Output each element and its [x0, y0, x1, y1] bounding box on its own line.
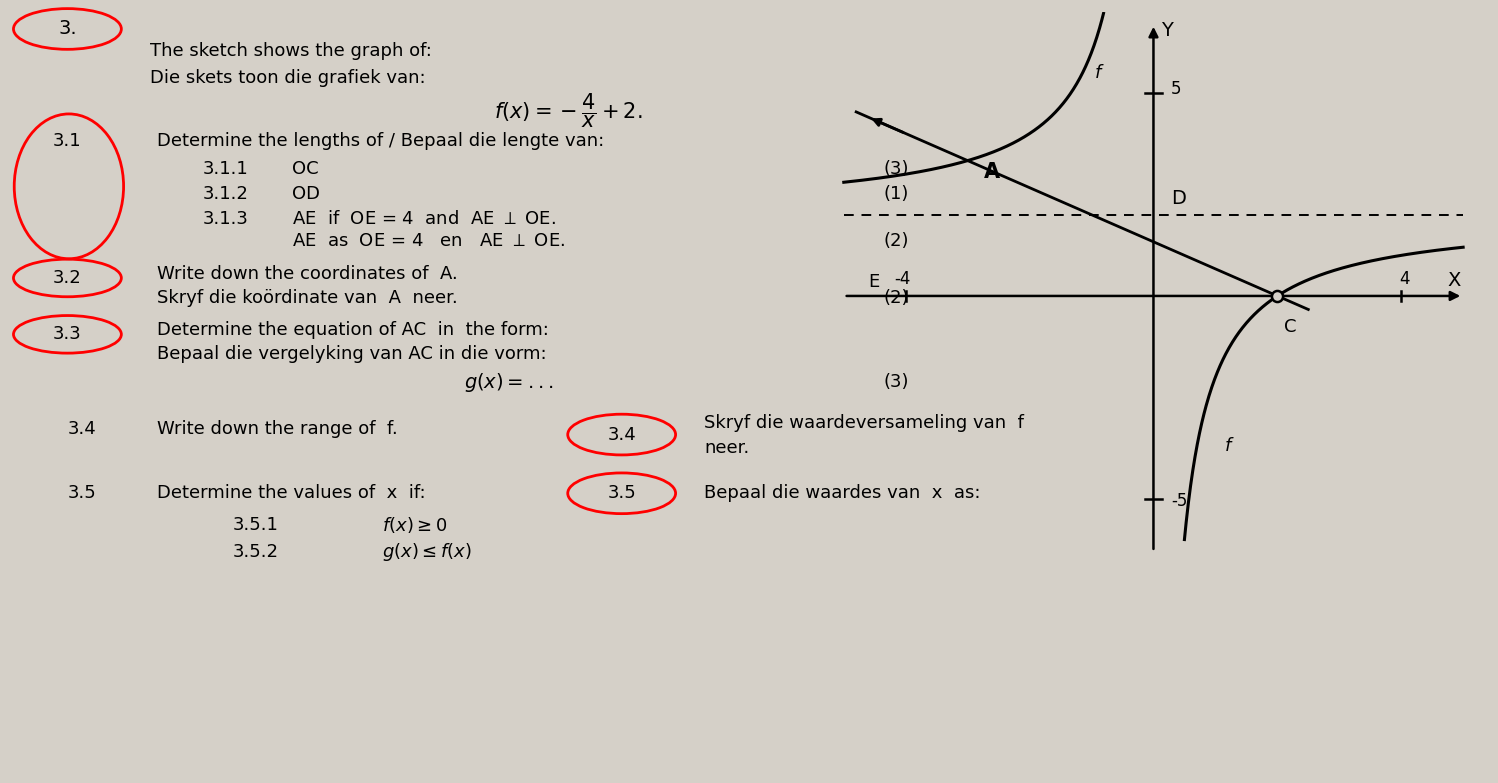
Text: $f(x) = -\dfrac{4}{x} + 2.$: $f(x) = -\dfrac{4}{x} + 2.$ — [494, 92, 643, 131]
Text: AE  as  OE = 4   en   AE $\perp$ OE.: AE as OE = 4 en AE $\perp$ OE. — [292, 233, 565, 250]
Text: Bepaal die waardes van  x  as:: Bepaal die waardes van x as: — [704, 485, 981, 502]
Text: 3.5: 3.5 — [67, 485, 96, 502]
Text: Write down the coordinates of  A.: Write down the coordinates of A. — [157, 265, 458, 283]
Text: 3.1.2: 3.1.2 — [202, 186, 249, 203]
Text: (1): (1) — [884, 186, 909, 203]
Text: 3.4: 3.4 — [67, 420, 96, 438]
Text: 3.1.1: 3.1.1 — [202, 161, 249, 178]
Text: D: D — [1171, 189, 1186, 208]
Text: 3.4: 3.4 — [607, 426, 637, 443]
Text: $g(x) = ...$: $g(x) = ...$ — [464, 370, 554, 394]
Text: Skryf die waardeversameling van  f: Skryf die waardeversameling van f — [704, 414, 1025, 431]
Text: (2): (2) — [884, 289, 909, 306]
Text: Write down the range of  f.: Write down the range of f. — [157, 420, 398, 438]
Text: $g(x) \leq f(x)$: $g(x) \leq f(x)$ — [382, 541, 472, 563]
Text: The sketch shows the graph of:: The sketch shows the graph of: — [150, 42, 431, 60]
Text: Skryf die koördinate van  A  neer.: Skryf die koördinate van A neer. — [157, 289, 458, 306]
Text: neer.: neer. — [704, 439, 749, 456]
Text: -5: -5 — [1171, 492, 1188, 510]
Text: X: X — [1447, 271, 1461, 290]
Text: 3.: 3. — [58, 20, 76, 38]
Text: 3.1: 3.1 — [52, 132, 82, 150]
Text: Y: Y — [1161, 20, 1173, 39]
Text: (3): (3) — [884, 161, 909, 178]
Text: Die skets toon die grafiek van:: Die skets toon die grafiek van: — [150, 70, 425, 87]
Text: 4: 4 — [1399, 270, 1410, 288]
Text: OC: OC — [292, 161, 319, 178]
Text: (3): (3) — [884, 373, 909, 391]
Text: Bepaal die vergelyking van AC in die vorm:: Bepaal die vergelyking van AC in die vor… — [157, 345, 547, 363]
Text: 3.1.3: 3.1.3 — [202, 211, 249, 228]
Text: $f(x) \geq 0$: $f(x) \geq 0$ — [382, 514, 448, 535]
Text: Determine the lengths of / Bepaal die lengte van:: Determine the lengths of / Bepaal die le… — [157, 132, 605, 150]
Text: A: A — [984, 162, 1001, 182]
Text: 5: 5 — [1171, 80, 1182, 98]
Text: Determine the values of  x  if:: Determine the values of x if: — [157, 485, 425, 502]
Text: 3.2: 3.2 — [52, 269, 82, 287]
Text: E: E — [869, 272, 879, 290]
Text: f: f — [1095, 63, 1101, 81]
Text: Determine the equation of AC  in  the form:: Determine the equation of AC in the form… — [157, 322, 550, 339]
Text: 3.5.1: 3.5.1 — [232, 516, 279, 533]
Text: (2): (2) — [884, 233, 909, 250]
Text: C: C — [1284, 318, 1296, 336]
Text: AE  if  OE = 4  and  AE $\perp$ OE.: AE if OE = 4 and AE $\perp$ OE. — [292, 211, 556, 228]
Text: -4: -4 — [894, 270, 911, 288]
Text: f: f — [1224, 437, 1231, 455]
Text: OD: OD — [292, 186, 321, 203]
Text: 3.5.2: 3.5.2 — [232, 543, 279, 561]
Text: 3.3: 3.3 — [52, 326, 82, 343]
Text: 3.5: 3.5 — [607, 485, 637, 502]
